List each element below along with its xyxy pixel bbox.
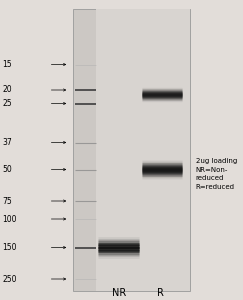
- Text: 37: 37: [2, 138, 12, 147]
- Text: 250: 250: [2, 274, 17, 284]
- Text: 2ug loading
NR=Non-
reduced
R=reduced: 2ug loading NR=Non- reduced R=reduced: [196, 158, 237, 190]
- Text: 15: 15: [2, 60, 12, 69]
- Text: NR: NR: [112, 287, 126, 298]
- Text: R: R: [157, 287, 164, 298]
- Text: 25: 25: [2, 99, 12, 108]
- Text: 75: 75: [2, 196, 12, 206]
- Bar: [73, 9, 190, 291]
- Bar: [96, 9, 190, 291]
- Text: 20: 20: [2, 85, 12, 94]
- Text: 50: 50: [2, 165, 12, 174]
- Text: 100: 100: [2, 214, 17, 224]
- Text: 150: 150: [2, 243, 17, 252]
